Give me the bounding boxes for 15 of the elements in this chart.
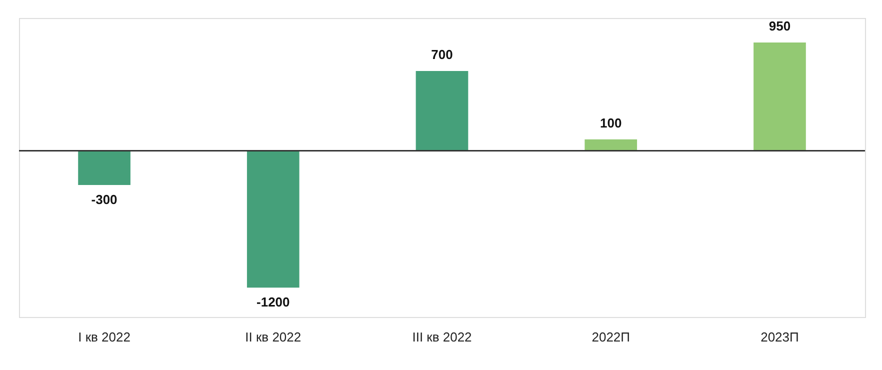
data-label: -1200	[256, 294, 290, 310]
data-label: 950	[768, 18, 791, 34]
bar	[78, 150, 130, 185]
x-tick-label: I кв 2022	[78, 330, 130, 344]
bar	[416, 71, 468, 151]
data-label: 700	[431, 47, 453, 62]
x-tick-label: 2022П	[592, 330, 630, 344]
bar	[754, 42, 806, 151]
data-label: -300	[91, 192, 118, 207]
data-label: 100	[600, 115, 622, 130]
bar	[246, 150, 300, 288]
x-tick-label: 2023П	[760, 330, 799, 344]
x-tick-label: III кв 2022	[412, 330, 472, 344]
bar	[584, 139, 638, 151]
x-tick-label: II кв 2022	[245, 330, 302, 344]
